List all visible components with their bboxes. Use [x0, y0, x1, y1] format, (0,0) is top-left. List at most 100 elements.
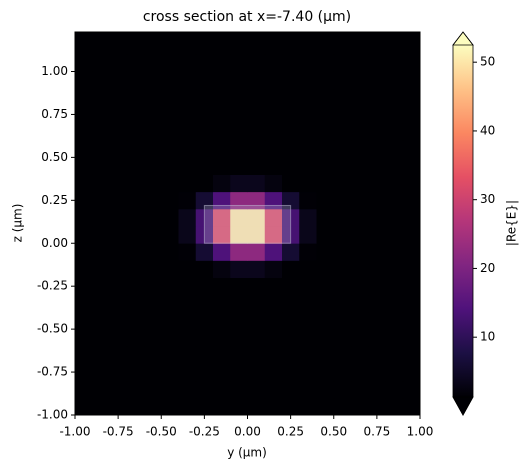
heat-cell — [126, 346, 145, 364]
heat-cell — [195, 260, 214, 279]
heat-cell — [178, 226, 197, 244]
heat-cell — [178, 243, 197, 261]
heat-cell — [195, 157, 214, 175]
heat-cell — [75, 311, 93, 330]
colorbar-extend-min — [452, 396, 474, 416]
heat-cell — [402, 208, 421, 227]
heat-cell — [299, 363, 317, 382]
heat-cell — [213, 54, 231, 72]
heat-cell — [333, 88, 352, 107]
heat-cell — [161, 397, 179, 416]
heat-cell — [282, 174, 300, 193]
heat-cell — [402, 346, 421, 364]
heat-cell — [213, 88, 231, 107]
heat-cell — [109, 71, 128, 90]
heat-cell — [230, 71, 248, 90]
heat-cell — [368, 346, 386, 364]
heat-cell — [213, 37, 231, 55]
heat-cell — [351, 346, 369, 364]
heat-cell — [178, 363, 197, 382]
heat-cell — [351, 277, 369, 296]
heat-cell — [195, 71, 214, 90]
heat-cell — [75, 37, 93, 55]
heat-cell — [333, 105, 352, 124]
heat-cell — [299, 380, 317, 399]
heat-cell — [282, 380, 300, 399]
heat-cell — [351, 123, 369, 141]
heat-cell — [213, 71, 231, 90]
heat-cell — [126, 105, 145, 124]
heat-cell — [316, 140, 335, 158]
heat-cell — [247, 174, 266, 193]
heat-cell — [144, 311, 162, 330]
heat-cell — [126, 397, 145, 416]
heat-cell — [178, 123, 197, 141]
heat-cell — [230, 397, 248, 416]
heat-cell — [368, 311, 386, 330]
heat-cell — [213, 208, 231, 227]
heat-cell — [75, 277, 93, 296]
heat-cell — [351, 226, 369, 244]
heat-cell — [230, 380, 248, 399]
heat-cell — [75, 226, 93, 244]
heat-cell — [213, 243, 231, 261]
heat-cell — [195, 243, 214, 261]
heat-cell — [333, 277, 352, 296]
x-axis-label: y (μm) — [227, 446, 267, 460]
heat-cell — [213, 346, 231, 364]
heat-cell — [109, 294, 128, 313]
heat-cell — [299, 329, 317, 347]
heat-cell — [264, 208, 283, 227]
heat-cell — [109, 226, 128, 244]
heat-cell — [109, 397, 128, 416]
heat-cell — [161, 88, 179, 107]
x-tick-label: -1.00 — [59, 425, 90, 439]
heat-cell — [402, 37, 421, 55]
heat-cell — [213, 380, 231, 399]
heat-cell — [316, 311, 335, 330]
heat-cell — [178, 277, 197, 296]
heat-cell — [126, 123, 145, 141]
heat-cell — [333, 346, 352, 364]
heat-cell — [299, 140, 317, 158]
colorbar-label: |Re{E}| — [505, 200, 519, 246]
heat-cell — [351, 397, 369, 416]
heat-cell — [264, 277, 283, 296]
heat-cell — [264, 226, 283, 244]
heat-cell — [282, 363, 300, 382]
heat-cell — [402, 123, 421, 141]
heat-cell — [247, 71, 266, 90]
colorbar-tick-label: 10 — [480, 330, 495, 344]
heat-cell — [385, 380, 404, 399]
heat-cell — [195, 37, 214, 55]
heat-cell — [144, 174, 162, 193]
heat-cell — [161, 260, 179, 279]
heat-cell — [230, 243, 248, 261]
heat-cell — [385, 105, 404, 124]
heat-cell — [230, 329, 248, 347]
heat-cell — [109, 157, 128, 175]
heat-cell — [92, 37, 110, 55]
heat-cell — [247, 329, 266, 347]
heat-cell — [144, 346, 162, 364]
heat-cell — [161, 105, 179, 124]
y-tick-label: 0.50 — [41, 150, 68, 164]
heat-cell — [161, 329, 179, 347]
heat-cell — [109, 208, 128, 227]
heat-cell — [75, 157, 93, 175]
heat-cell — [178, 294, 197, 313]
structure-outline — [203, 204, 292, 244]
heat-cell — [333, 191, 352, 210]
heat-cell — [282, 329, 300, 347]
heat-cell — [264, 260, 283, 279]
heat-cell — [75, 174, 93, 193]
heat-cell — [333, 260, 352, 279]
heat-cell — [316, 397, 335, 416]
heat-cell — [178, 397, 197, 416]
heat-cell — [402, 363, 421, 382]
heat-cell — [282, 88, 300, 107]
heat-cell — [299, 157, 317, 175]
heat-cell — [75, 294, 93, 313]
heat-cell — [144, 243, 162, 261]
